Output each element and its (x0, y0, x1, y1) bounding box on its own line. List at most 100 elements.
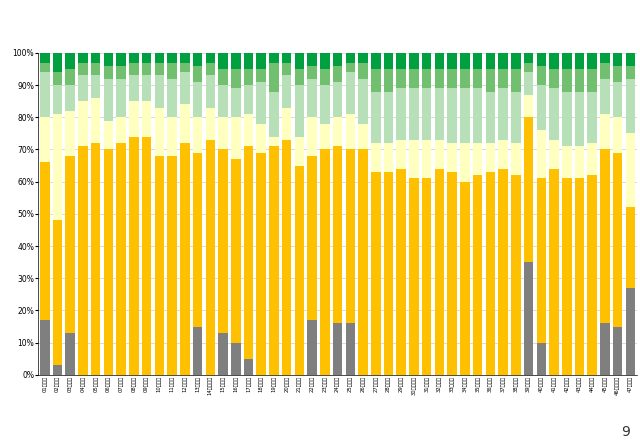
Bar (257, 153, 266, 375)
Bar (422, 140, 431, 179)
Bar (486, 69, 495, 92)
Bar (358, 63, 368, 78)
Bar (294, 69, 304, 85)
Bar (257, 69, 266, 82)
Bar (193, 53, 202, 66)
Bar (435, 69, 444, 88)
Bar (473, 175, 483, 375)
Bar (600, 53, 610, 63)
Bar (536, 66, 546, 85)
Bar (167, 156, 177, 375)
Bar (384, 53, 394, 69)
Bar (269, 63, 278, 92)
Bar (155, 53, 164, 63)
Bar (575, 92, 584, 146)
Bar (167, 117, 177, 156)
Bar (626, 207, 636, 288)
Bar (435, 88, 444, 140)
Bar (180, 105, 189, 143)
Bar (116, 117, 126, 143)
Bar (397, 88, 406, 140)
Bar (167, 63, 177, 78)
Bar (600, 63, 610, 78)
Bar (52, 365, 62, 375)
Bar (40, 117, 49, 162)
Bar (409, 88, 419, 140)
Bar (307, 156, 317, 320)
Bar (346, 323, 355, 375)
Bar (65, 333, 75, 375)
Bar (91, 143, 100, 375)
Bar (524, 117, 533, 262)
Bar (333, 53, 342, 66)
Bar (155, 156, 164, 375)
Bar (218, 333, 228, 375)
Bar (333, 82, 342, 117)
Bar (193, 117, 202, 153)
Bar (231, 69, 241, 88)
Bar (371, 69, 381, 92)
Bar (333, 323, 342, 375)
Bar (180, 143, 189, 375)
Bar (346, 63, 355, 72)
Bar (358, 78, 368, 124)
Text: 9: 9 (621, 425, 630, 439)
Bar (218, 69, 228, 85)
Bar (180, 72, 189, 105)
Bar (282, 108, 291, 140)
Bar (244, 85, 253, 114)
Bar (269, 137, 278, 146)
Bar (307, 53, 317, 66)
Bar (511, 92, 520, 143)
Bar (588, 92, 597, 143)
Bar (142, 75, 152, 101)
Bar (320, 85, 330, 124)
Bar (52, 72, 62, 85)
Bar (282, 140, 291, 375)
Bar (231, 117, 241, 159)
Bar (435, 53, 444, 69)
Bar (562, 92, 572, 146)
Bar (269, 92, 278, 137)
Bar (129, 137, 139, 375)
Bar (562, 146, 572, 179)
Bar (524, 95, 533, 117)
Bar (626, 66, 636, 78)
Bar (333, 66, 342, 82)
Bar (600, 114, 610, 149)
Bar (575, 53, 584, 69)
Bar (447, 88, 457, 143)
Bar (562, 179, 572, 375)
Bar (397, 140, 406, 169)
Bar (626, 288, 636, 375)
Bar (218, 85, 228, 117)
Bar (52, 220, 62, 365)
Bar (205, 75, 215, 108)
Bar (562, 69, 572, 92)
Bar (588, 69, 597, 92)
Bar (499, 169, 508, 375)
Bar (52, 85, 62, 114)
Bar (320, 69, 330, 85)
Bar (142, 63, 152, 75)
Bar (613, 53, 623, 66)
Bar (613, 117, 623, 153)
Bar (613, 66, 623, 82)
Bar (600, 149, 610, 323)
Bar (575, 146, 584, 179)
Bar (218, 117, 228, 149)
Bar (460, 182, 470, 375)
Bar (626, 78, 636, 134)
Bar (116, 66, 126, 78)
Bar (511, 69, 520, 92)
Bar (422, 69, 431, 88)
Bar (65, 111, 75, 156)
Bar (244, 53, 253, 69)
Bar (129, 63, 139, 75)
Bar (346, 149, 355, 323)
Bar (346, 114, 355, 149)
Bar (486, 143, 495, 172)
Bar (78, 63, 88, 75)
Bar (65, 85, 75, 111)
Bar (549, 53, 559, 69)
